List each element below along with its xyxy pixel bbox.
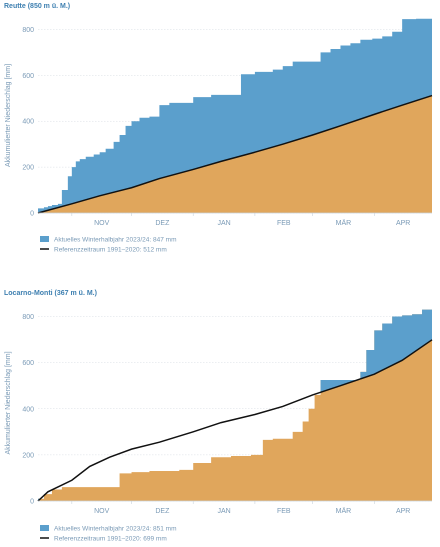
y-tick-label: 0 — [30, 499, 34, 506]
x-tick-label: FEB — [277, 508, 291, 515]
legend-label-current: Aktuelles Winterhalbjahr 2023/24: 847 mm — [54, 237, 176, 244]
x-tick-label: APR — [396, 508, 410, 515]
y-axis-label: Akkumulierter Niederschlag [mm] — [5, 64, 12, 167]
legend-label-reference: Referenzzeitraum 1991–2020: 512 mm — [54, 247, 167, 254]
legend-swatch-current — [40, 236, 49, 242]
chart-panel-1: Reutte (850 m ü. M.) 0 200 400 600 800 Akkumul… — [4, 3, 433, 254]
x-tick-label: DEZ — [155, 220, 170, 227]
reference-line — [37, 339, 433, 502]
x-tick-label: JAN — [217, 508, 230, 515]
y-axis-label: Akkumulierter Niederschlag [mm] — [5, 351, 12, 454]
y-tick-label: 600 — [22, 360, 34, 367]
legend-label-current: Aktuelles Winterhalbjahr 2023/24: 851 mm — [54, 526, 176, 533]
y-tick-label: 200 — [22, 165, 34, 172]
x-tick-label: DEZ — [155, 508, 170, 515]
y-tick-label: 400 — [22, 406, 34, 413]
y-tick-label: 400 — [22, 119, 34, 126]
y-tick-label: 800 — [22, 314, 34, 321]
y-tick-label: 600 — [22, 73, 34, 80]
chart-panel-2: Locarno-Monti (367 m ü. M.) 0 200 400 600 800… — [4, 290, 433, 543]
y-tick-label: 0 — [30, 211, 34, 218]
x-tick-label: FEB — [277, 220, 291, 227]
current-season-area — [38, 304, 432, 501]
y-tick-label: 800 — [22, 27, 34, 34]
legend-swatch-current — [40, 525, 49, 531]
x-tick-label: NOV — [94, 508, 110, 515]
legend-label-reference: Referenzzeitraum 1991–2020: 699 mm — [54, 536, 167, 543]
y-tick-label: 200 — [22, 452, 34, 459]
reference-line — [37, 94, 433, 214]
chart-title: Locarno-Monti (367 m ü. M.) — [4, 290, 97, 297]
x-tick-label: NOV — [94, 220, 110, 227]
x-tick-label: MÄR — [336, 507, 352, 515]
x-tick-label: MÄR — [336, 219, 352, 227]
chart-title: Reutte (850 m ü. M.) — [4, 3, 70, 10]
reference-area — [38, 95, 432, 213]
x-tick-label: APR — [396, 220, 410, 227]
x-tick-label: JAN — [217, 220, 230, 227]
